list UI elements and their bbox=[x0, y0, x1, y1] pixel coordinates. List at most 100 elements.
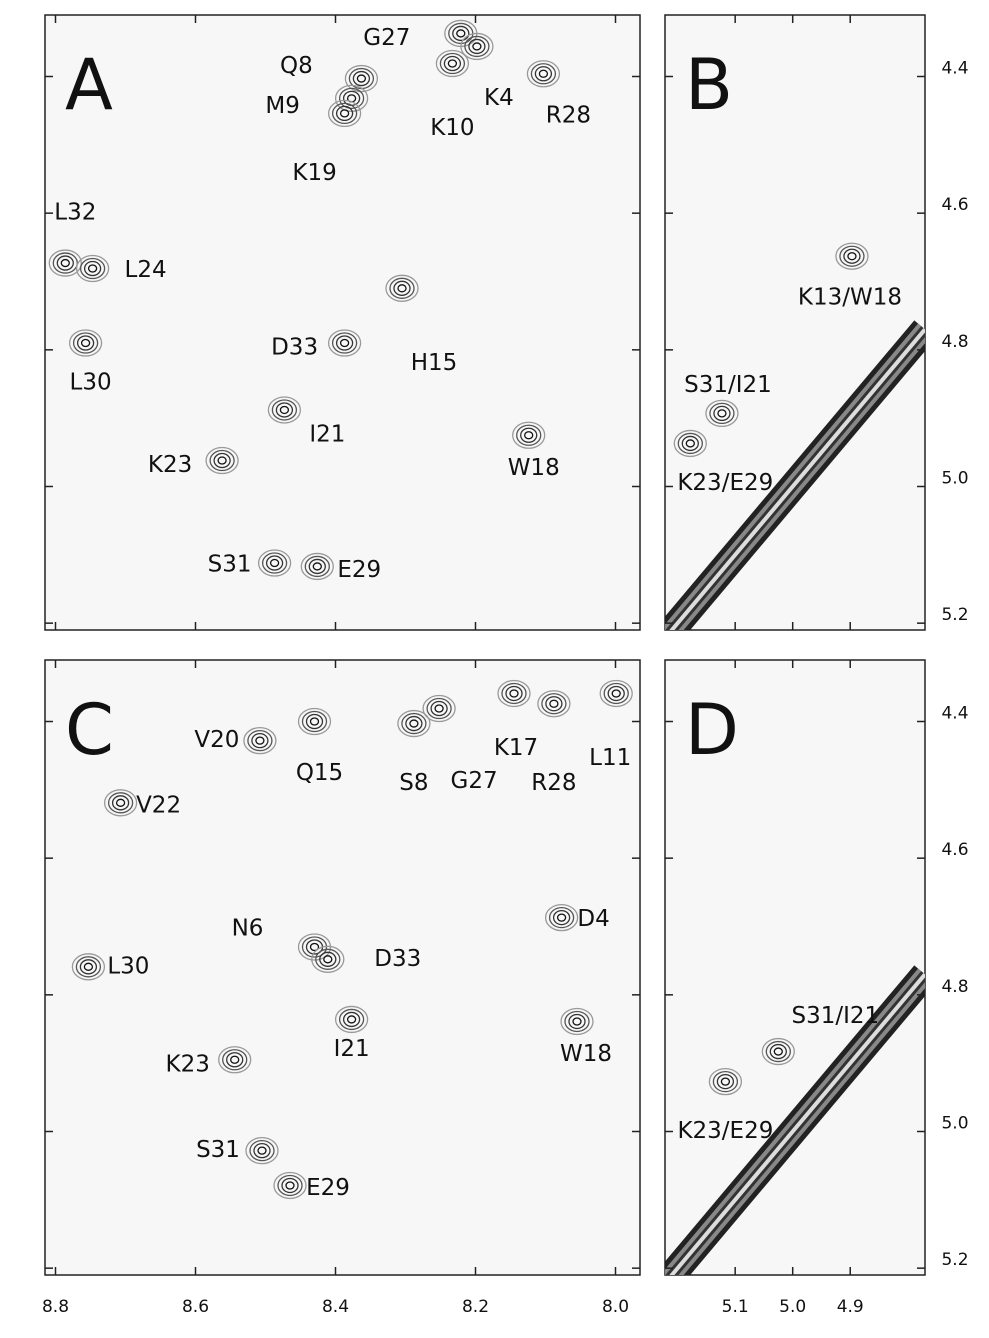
contour bbox=[76, 335, 95, 351]
diagonal bbox=[665, 965, 925, 1275]
contour bbox=[611, 689, 621, 698]
peak-label: G27 bbox=[451, 768, 498, 794]
contour bbox=[331, 102, 358, 125]
contour bbox=[309, 942, 320, 952]
contour bbox=[544, 903, 579, 932]
contour bbox=[568, 1013, 586, 1030]
peak-label: L30 bbox=[70, 370, 112, 396]
peak bbox=[218, 1046, 252, 1074]
contour bbox=[257, 1146, 267, 1155]
contour bbox=[305, 713, 324, 730]
diagonal-band bbox=[669, 973, 925, 1275]
peak-label: K19 bbox=[292, 160, 336, 186]
contour bbox=[346, 1015, 357, 1024]
x-tick-label: 8.2 bbox=[462, 1297, 489, 1317]
contour bbox=[409, 719, 419, 728]
contour bbox=[389, 277, 415, 299]
y-tick-label: 5.0 bbox=[941, 469, 968, 489]
peak bbox=[273, 1171, 307, 1200]
contour bbox=[708, 1067, 743, 1096]
peak bbox=[537, 690, 571, 718]
contour bbox=[253, 1142, 271, 1159]
x-tick-label: 8.8 bbox=[42, 1297, 69, 1317]
contour bbox=[430, 700, 448, 717]
panel bbox=[664, 659, 926, 1276]
contour bbox=[464, 35, 490, 58]
contour bbox=[534, 66, 553, 82]
contour bbox=[315, 948, 341, 970]
contour bbox=[87, 264, 98, 273]
contour bbox=[243, 726, 277, 755]
contour bbox=[552, 909, 571, 926]
contour bbox=[572, 1017, 582, 1026]
peak bbox=[75, 254, 110, 283]
contour bbox=[681, 435, 699, 452]
y-tick-label: 4.8 bbox=[941, 332, 968, 352]
contour bbox=[443, 55, 462, 72]
peak bbox=[267, 396, 302, 424]
contour bbox=[79, 959, 98, 975]
peak-label: I21 bbox=[334, 1036, 370, 1062]
x-tick-label: 5.1 bbox=[722, 1297, 749, 1317]
contour bbox=[843, 248, 861, 264]
contour bbox=[599, 679, 633, 708]
peak bbox=[422, 694, 456, 723]
contour bbox=[713, 405, 731, 422]
contour bbox=[472, 42, 482, 51]
contour bbox=[468, 38, 486, 55]
contour bbox=[530, 63, 557, 85]
peak bbox=[71, 953, 106, 981]
peak bbox=[245, 1136, 279, 1165]
peak-label: S31 bbox=[196, 1137, 240, 1163]
contour bbox=[79, 257, 106, 280]
y-tick-label: 4.6 bbox=[941, 840, 968, 860]
peak bbox=[460, 32, 494, 61]
peak-label: K17 bbox=[494, 735, 538, 761]
contour bbox=[279, 405, 290, 415]
contour bbox=[344, 64, 379, 93]
peak bbox=[544, 903, 579, 932]
peak-label: S31 bbox=[208, 552, 252, 578]
peak-label: G27 bbox=[363, 25, 410, 51]
contour bbox=[452, 25, 470, 42]
contour bbox=[335, 335, 354, 351]
panel bbox=[44, 14, 641, 631]
peak-label: Q8 bbox=[280, 53, 313, 79]
peak-label: E29 bbox=[337, 557, 381, 583]
contour bbox=[226, 1052, 244, 1068]
x-tick-label: 8.0 bbox=[602, 1297, 629, 1317]
contour bbox=[685, 439, 695, 448]
contour bbox=[111, 795, 130, 811]
contour bbox=[835, 242, 869, 270]
contour bbox=[397, 709, 431, 738]
contour bbox=[460, 32, 494, 61]
contour bbox=[717, 409, 727, 418]
contour bbox=[556, 913, 567, 922]
contour bbox=[338, 87, 365, 110]
contour bbox=[71, 953, 106, 981]
contour bbox=[261, 552, 288, 574]
contour bbox=[218, 1046, 252, 1074]
contour bbox=[405, 715, 423, 732]
peak bbox=[673, 429, 707, 458]
contour bbox=[281, 1177, 299, 1194]
y-tick-label: 5.2 bbox=[941, 605, 968, 625]
contour bbox=[308, 558, 326, 575]
x-tick-label: 4.9 bbox=[837, 1297, 864, 1317]
contour bbox=[712, 1070, 739, 1093]
contour bbox=[323, 955, 333, 964]
peak-label: R28 bbox=[531, 770, 576, 796]
contour bbox=[285, 1181, 295, 1190]
contour bbox=[205, 446, 239, 475]
contour bbox=[847, 252, 857, 261]
contour bbox=[352, 70, 371, 87]
peak bbox=[835, 242, 869, 270]
x-tick-label: 8.6 bbox=[182, 1297, 209, 1317]
contour bbox=[526, 60, 561, 88]
diagonal-band bbox=[669, 328, 925, 630]
panel-label: A bbox=[65, 44, 113, 126]
contour bbox=[257, 549, 292, 577]
contour bbox=[537, 690, 571, 718]
contour bbox=[773, 1047, 783, 1056]
